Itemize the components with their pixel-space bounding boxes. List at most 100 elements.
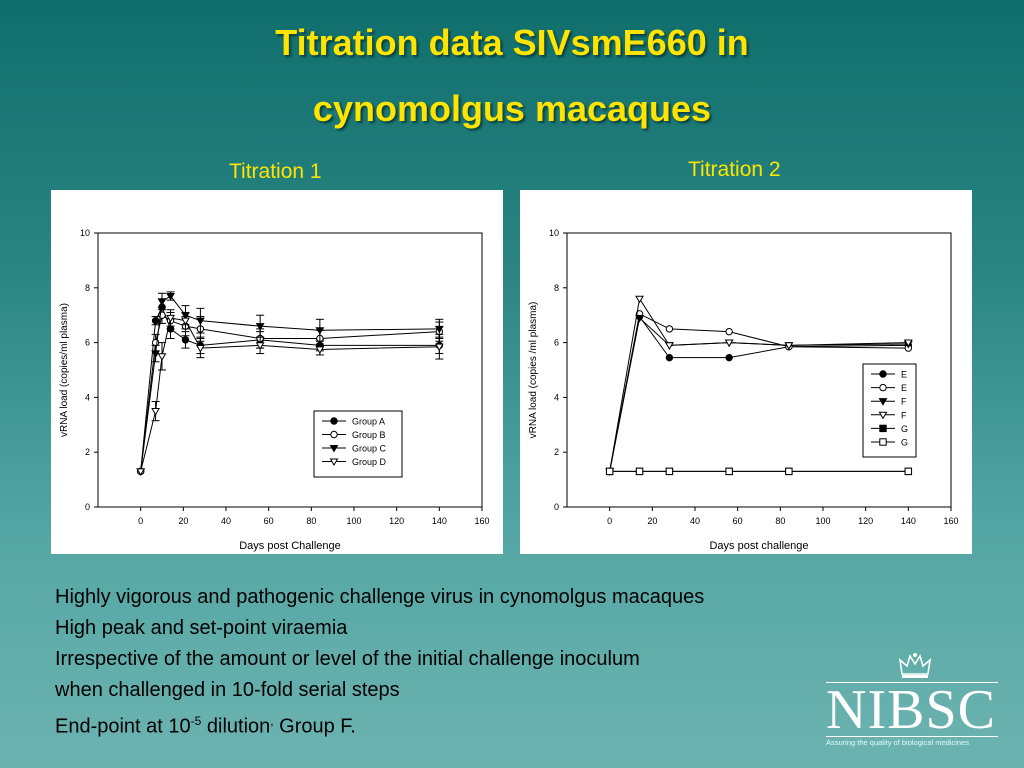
crown-icon xyxy=(898,653,932,678)
data-point xyxy=(255,323,265,331)
data-point xyxy=(904,467,913,476)
endpoint-middle: dilution xyxy=(201,715,271,738)
y-tick-label: 10 xyxy=(80,228,90,238)
y-tick-label: 2 xyxy=(554,447,559,457)
series-3 xyxy=(136,309,444,476)
bullet-list: Highly vigorous and pathogenic challenge… xyxy=(55,582,704,743)
legend-label: G xyxy=(901,424,908,434)
logo-tagline: Assuring the quality of biological medic… xyxy=(826,738,969,747)
data-point xyxy=(724,339,734,348)
legend-label: F xyxy=(901,410,907,420)
x-tick-label: 0 xyxy=(138,516,143,526)
legend-marker xyxy=(330,430,338,439)
y-tick-label: 0 xyxy=(85,502,90,512)
data-point xyxy=(665,467,674,476)
x-tick-label: 20 xyxy=(178,516,188,526)
bullet-item: High peak and set-point viraemia xyxy=(55,617,348,639)
nibsc-logo: NIBSC Assuring the quality of biological… xyxy=(820,650,1005,755)
x-tick-label: 120 xyxy=(858,516,873,526)
y-tick-label: 6 xyxy=(85,338,90,348)
logo-wordmark: NIBSC xyxy=(826,679,996,741)
legend-box xyxy=(862,363,917,458)
x-tick-label: 80 xyxy=(306,516,316,526)
x-tick-label: 100 xyxy=(815,516,830,526)
x-tick-label: 40 xyxy=(221,516,231,526)
panel-1-label: Titration 1 xyxy=(229,160,322,183)
slide-title-line-2: cynomolgus macaques xyxy=(312,88,712,129)
x-axis-label: Days post Challenge xyxy=(239,540,341,552)
legend-marker xyxy=(878,411,888,420)
endpoint-suffix: Group F. xyxy=(273,715,356,738)
y-tick-label: 8 xyxy=(554,283,559,293)
x-tick-label: 20 xyxy=(647,516,657,526)
x-tick-label: 60 xyxy=(264,516,274,526)
slide-title-line-1: Titration data SIVsmE660 in xyxy=(275,22,749,63)
x-tick-label: 140 xyxy=(901,516,916,526)
data-point xyxy=(785,467,793,476)
y-tick-label: 2 xyxy=(85,447,90,457)
x-tick-label: 40 xyxy=(690,516,700,526)
y-tick-label: 6 xyxy=(554,338,559,348)
x-tick-label: 160 xyxy=(943,516,958,526)
data-point xyxy=(166,314,175,323)
legend-marker xyxy=(879,370,887,378)
legend-marker xyxy=(329,458,339,467)
data-point xyxy=(434,343,444,352)
y-axis-label: vRNA load (copies /ml plasma) xyxy=(528,302,539,439)
bullet-item: Irrespective of the amount or level of t… xyxy=(55,648,640,670)
y-tick-label: 0 xyxy=(554,502,559,512)
data-point xyxy=(725,467,733,476)
data-point xyxy=(665,325,674,333)
legend-marker xyxy=(879,424,887,433)
legend-marker xyxy=(330,417,338,425)
plot-frame xyxy=(97,232,483,508)
data-point xyxy=(151,350,160,359)
endpoint-comma: , xyxy=(270,714,274,728)
data-point xyxy=(665,353,674,362)
legend-label: E xyxy=(901,370,907,380)
data-point xyxy=(181,317,190,326)
y-tick-label: 4 xyxy=(85,392,90,402)
plot-frame xyxy=(566,232,952,508)
legend-label: Group B xyxy=(352,430,386,440)
x-tick-label: 60 xyxy=(733,516,743,526)
y-tick-label: 8 xyxy=(85,283,90,293)
bullet-item: when challenged in 10-fold serial steps xyxy=(55,679,400,701)
y-tick-label: 10 xyxy=(549,228,559,238)
legend-label: F xyxy=(901,397,907,407)
data-point xyxy=(151,316,160,325)
legend-label: Group A xyxy=(352,417,385,427)
data-point xyxy=(315,346,325,354)
x-tick-label: 160 xyxy=(474,516,489,526)
data-point xyxy=(665,342,674,350)
legend-label: E xyxy=(901,383,907,393)
x-tick-label: 100 xyxy=(346,516,361,526)
legend-label: Group D xyxy=(352,457,387,467)
x-tick-label: 120 xyxy=(389,516,404,526)
bullet-item: Highly vigorous and pathogenic challenge… xyxy=(55,586,705,608)
data-point xyxy=(434,325,444,334)
data-point xyxy=(725,327,733,336)
legend-marker xyxy=(879,383,887,392)
legend-box xyxy=(313,410,403,478)
x-tick-label: 140 xyxy=(432,516,447,526)
data-point xyxy=(136,468,146,476)
legend-marker xyxy=(329,444,339,453)
data-point xyxy=(635,295,644,304)
data-point xyxy=(605,467,614,476)
data-point xyxy=(157,298,167,307)
endpoint-exponent: -5 xyxy=(190,714,202,728)
legend-label: G xyxy=(901,438,908,448)
series-line xyxy=(609,297,909,472)
legend-marker xyxy=(878,398,888,406)
x-axis-label: Days post challenge xyxy=(709,540,808,552)
data-point xyxy=(725,353,733,362)
data-point xyxy=(635,314,644,323)
data-point xyxy=(635,467,644,476)
data-point xyxy=(181,336,190,344)
x-tick-label: 80 xyxy=(775,516,785,526)
bullet-item-endpoint: End-point at 10-5 dilution, Group F. xyxy=(55,706,704,743)
